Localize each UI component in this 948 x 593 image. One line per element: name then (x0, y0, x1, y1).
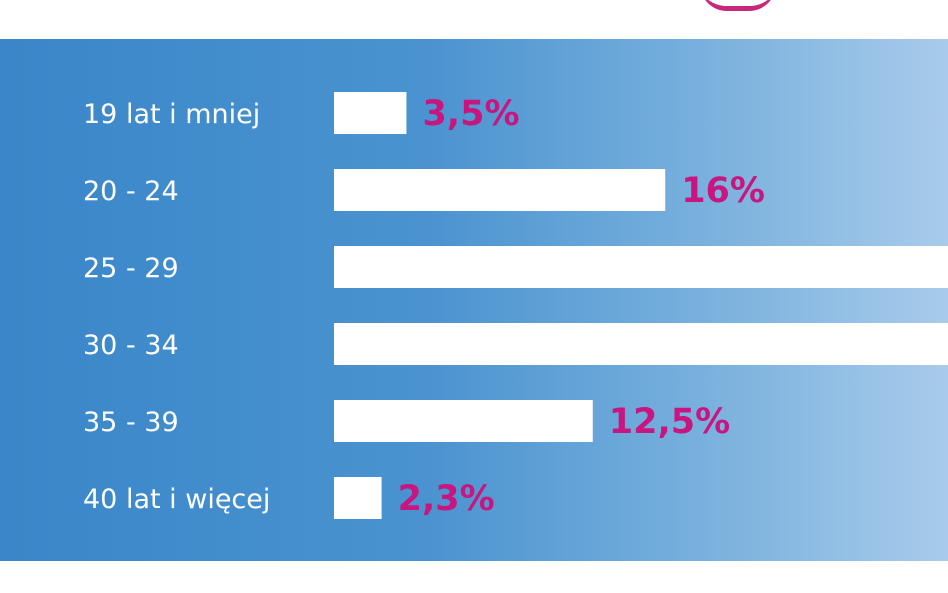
bar (334, 400, 593, 442)
bar (334, 92, 407, 134)
chart-panel: 19 lat i mniej 3,5% 20 - 24 16% 25 - 29 30 - … (0, 39, 948, 561)
category-label: 19 lat i mniej (83, 99, 260, 130)
value-label: 3,5% (422, 94, 519, 134)
value-label: 2,3% (398, 479, 495, 519)
decorative-arc (700, 0, 776, 11)
value-label: 16% (681, 171, 765, 211)
bar (334, 323, 948, 365)
value-label: 12,5% (609, 402, 730, 442)
category-label: 40 lat i więcej (83, 484, 270, 515)
bar-chart: 19 lat i mniej 3,5% 20 - 24 16% 25 - 29 30 - … (83, 92, 948, 519)
category-label: 20 - 24 (83, 176, 179, 207)
category-label: 30 - 34 (83, 330, 179, 361)
bar (334, 477, 382, 519)
bar (334, 246, 948, 288)
bar (334, 169, 666, 211)
category-label: 35 - 39 (83, 407, 179, 438)
category-label: 25 - 29 (83, 253, 179, 284)
